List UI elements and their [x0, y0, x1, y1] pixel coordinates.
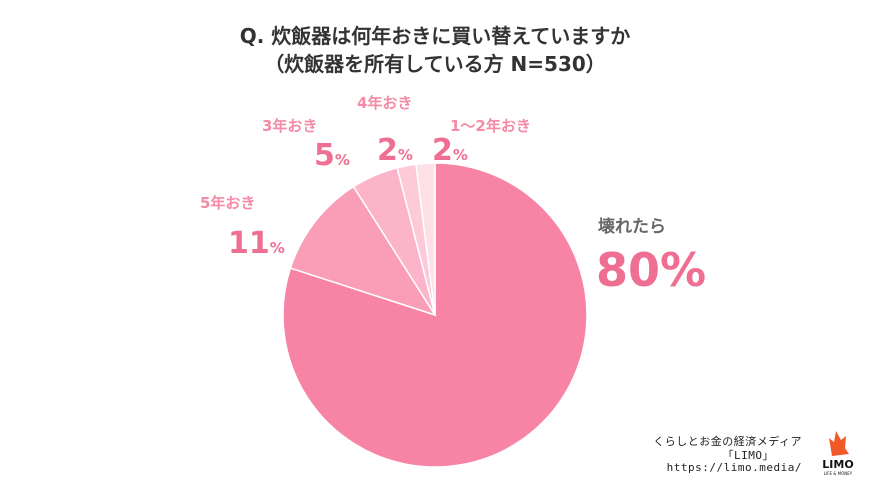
credit-brand: 「LIMO」 — [722, 449, 774, 462]
fox-icon — [829, 431, 849, 456]
credit-tagline: くらしとお金の経済メディア — [653, 435, 802, 448]
chart-title-line2: （炊飯器を所有している方 N=530） — [264, 52, 606, 76]
slice-value-label: 11% — [228, 226, 285, 261]
logo-wordmark: LIMO — [822, 458, 854, 471]
slice-category-label: 壊れたら — [598, 217, 666, 237]
logo-subtitle: LIFE & MONEY — [823, 471, 853, 476]
slice-category-label: 5年おき — [200, 194, 255, 212]
limo-logo: LIMO LIFE & MONEY — [815, 428, 861, 478]
slice-value-label: 5% — [314, 138, 350, 173]
slice-value-label: 2% — [377, 133, 413, 168]
slice-value-label: 80% — [596, 243, 706, 297]
slice-category-label: 4年おき — [357, 94, 412, 112]
slice-category-label: 3年おき — [262, 117, 317, 135]
slice-category-label: 1～2年おき — [450, 117, 531, 135]
pie-slice — [289, 185, 437, 317]
slice-value-label: 2% — [432, 133, 468, 168]
credit-url: https://limo.media/ — [666, 461, 802, 474]
chart-title-line1: Q. 炊飯器は何年おきに買い替えていますか — [239, 24, 631, 48]
pie-slice — [415, 162, 436, 316]
